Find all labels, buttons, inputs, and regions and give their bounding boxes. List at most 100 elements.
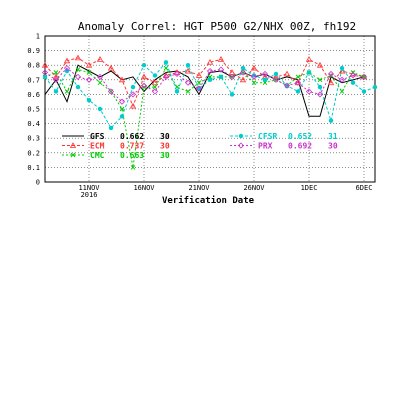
x-tick-label: 21NOV <box>188 184 210 192</box>
data-point-ecm <box>206 58 214 65</box>
data-point-ecm <box>305 56 313 62</box>
data-point-prx <box>206 67 214 75</box>
data-point-cfsr <box>306 70 312 75</box>
data-point-cmc <box>152 84 158 90</box>
y-tick-label: 0.5 <box>27 106 40 114</box>
data-point-ecm <box>41 61 49 68</box>
data-point-cmc <box>196 80 202 86</box>
data-point-prx <box>294 79 302 86</box>
data-point-prx <box>316 91 324 98</box>
data-point-prx <box>261 70 269 78</box>
y-tick-label: 0.2 <box>27 149 40 157</box>
data-point-prx <box>283 82 291 89</box>
chart-title: Anomaly Correl: HGT P500 G2/NHX 00Z, fh1… <box>78 20 356 33</box>
data-point-cmc <box>317 77 323 83</box>
legend-label: GFS <box>90 132 105 141</box>
legend-marker <box>238 133 244 139</box>
data-point-cmc <box>119 106 125 112</box>
data-point-ecm <box>129 102 137 109</box>
legend-label: CFSR <box>258 132 277 141</box>
y-tick-label: 0.7 <box>27 76 40 84</box>
data-point-ecm <box>151 79 159 86</box>
y-tick-label: 0.4 <box>27 120 40 128</box>
data-point-ecm <box>272 73 280 80</box>
legend: GFS 0.662 30 ECM 0.737 30 CMC 0.663 30 CFSR 0.652 3… <box>62 132 338 160</box>
x-tick-label: 6DEC <box>356 184 373 192</box>
x-tick-sublabel: 2016 <box>81 191 98 199</box>
data-point-ecm <box>96 56 104 62</box>
data-point-ecm <box>239 76 247 83</box>
data-point-cmc <box>97 80 103 86</box>
legend-label: CMC <box>90 151 105 160</box>
legend-count: 30 <box>160 142 170 151</box>
data-point-cmc <box>251 80 257 86</box>
legend-score: 0.663 <box>120 151 144 160</box>
data-point-prx <box>349 72 357 79</box>
data-point-prx <box>228 73 236 80</box>
data-point-prx <box>360 73 368 80</box>
data-point-prx <box>118 98 126 105</box>
y-tick-label: 0.1 <box>27 164 40 172</box>
data-point-cmc <box>130 165 136 170</box>
data-point-prx <box>63 65 71 72</box>
y-tick-label: 0.8 <box>27 62 40 70</box>
series-line-gfs <box>44 64 365 117</box>
data-point-cfsr <box>240 65 246 71</box>
legend-marker <box>70 152 76 158</box>
data-point-cfsr <box>328 118 334 123</box>
data-point-cfsr <box>174 89 180 94</box>
data-point-ecm <box>85 61 93 68</box>
data-point-cmc <box>64 89 70 94</box>
legend-count: 30 <box>160 132 170 141</box>
data-point-cfsr <box>42 74 48 80</box>
data-point-ecm <box>118 76 126 83</box>
legend-entry-ecm: ECM 0.737 30 <box>62 142 170 151</box>
series-cfsr <box>42 60 378 131</box>
series-ecm <box>41 54 368 109</box>
x-tick-label: 26NOV <box>243 184 265 192</box>
legend-entry-cmc: CMC 0.663 30 <box>62 151 170 160</box>
data-point-cfsr <box>130 84 136 90</box>
y-tick-label: 0.6 <box>27 91 40 99</box>
data-point-ecm <box>327 79 335 86</box>
x-tick-label: 11NOV <box>78 184 100 192</box>
series-lines <box>41 54 378 170</box>
data-point-ecm <box>107 64 115 71</box>
data-point-prx <box>184 79 192 86</box>
data-point-ecm <box>52 73 60 80</box>
data-point-prx <box>195 85 203 92</box>
data-point-cfsr <box>350 80 356 85</box>
data-point-cfsr <box>53 89 59 94</box>
data-point-cfsr <box>185 62 191 68</box>
data-point-cfsr <box>141 62 147 68</box>
data-point-cfsr <box>218 74 224 80</box>
data-point-prx <box>239 69 247 76</box>
data-point-ecm <box>140 73 148 80</box>
data-point-cfsr <box>317 84 323 90</box>
y-tick-label: 0 <box>36 179 40 187</box>
data-point-cfsr <box>273 71 279 77</box>
legend-score: 0.692 <box>288 142 312 151</box>
data-point-cfsr <box>207 77 213 83</box>
legend-marker <box>69 142 77 148</box>
legend-score: 0.652 <box>288 132 312 141</box>
legend-marker <box>237 142 245 149</box>
y-tick-label: 1 <box>36 33 40 41</box>
data-point-cfsr <box>119 114 125 119</box>
data-point-cmc <box>75 67 81 72</box>
data-point-prx <box>272 76 280 83</box>
data-point-prx <box>338 76 346 83</box>
legend-label: ECM <box>90 142 105 151</box>
data-point-prx <box>140 82 148 89</box>
legend-count: 31 <box>328 132 338 141</box>
x-tick-label: 16NOV <box>133 184 155 192</box>
data-point-cmc <box>339 89 345 94</box>
data-point-prx <box>173 70 181 78</box>
data-point-cfsr <box>97 106 103 112</box>
data-point-cfsr <box>86 98 92 103</box>
data-point-prx <box>52 76 60 83</box>
data-point-ecm <box>283 70 291 77</box>
data-point-prx <box>327 70 335 78</box>
